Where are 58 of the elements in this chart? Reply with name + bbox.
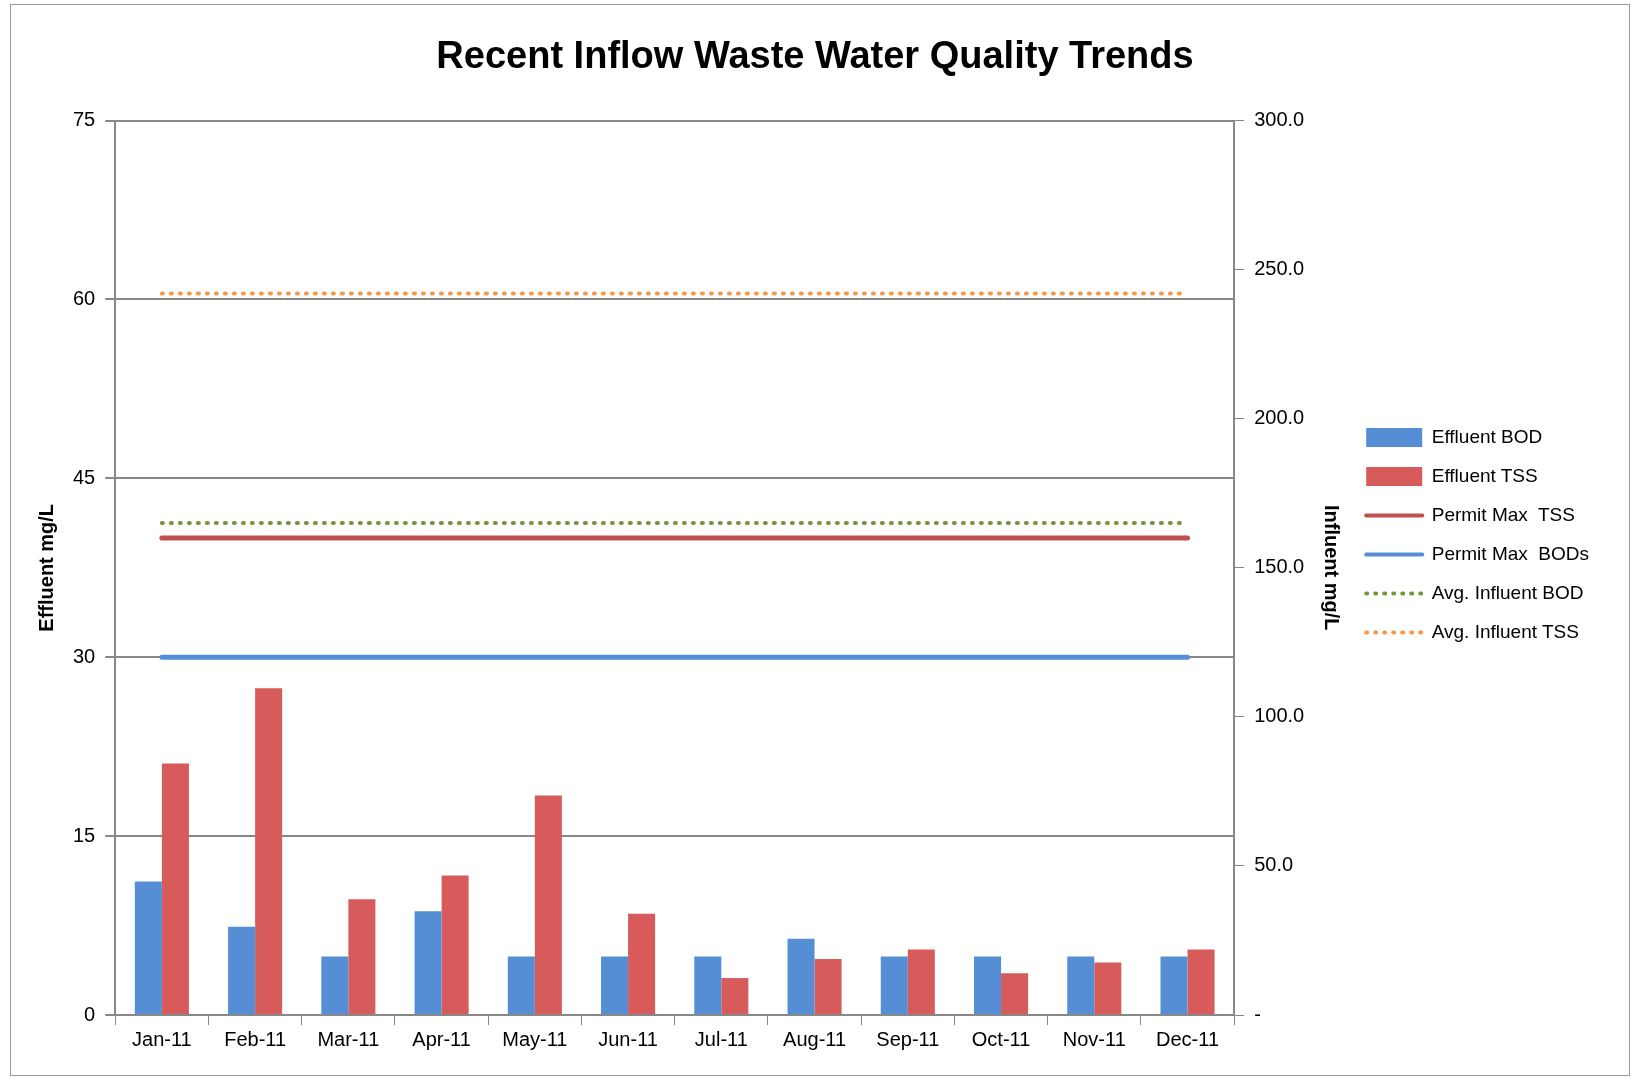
x-tick-label: May-11 — [502, 1027, 568, 1050]
legend-label: Avg. Influent BOD — [1431, 581, 1584, 603]
y-tick-label: 45 — [73, 465, 96, 488]
y2-axis-title: Influent mg/L — [1320, 505, 1343, 631]
y-tick-label: 30 — [73, 644, 96, 667]
legend-label: Effluent BOD — [1431, 425, 1543, 447]
y-tick-label: 0 — [84, 1002, 96, 1025]
bar — [414, 911, 442, 1014]
bar — [721, 978, 749, 1014]
y-tick-label: 75 — [73, 108, 96, 131]
bar — [974, 956, 1002, 1014]
bar — [628, 913, 656, 1014]
legend-label: Permit Max TSS — [1431, 503, 1575, 525]
chart-title: Recent Inflow Waste Water Quality Trends — [436, 34, 1194, 77]
bar — [1187, 949, 1215, 1014]
y2-tick-label: 100.0 — [1254, 704, 1305, 727]
legend-label: Avg. Influent TSS — [1431, 620, 1579, 642]
y2-tick-label: - — [1254, 1002, 1261, 1025]
bar — [1160, 956, 1188, 1014]
y2-tick-label: 50.0 — [1254, 853, 1294, 876]
x-tick-label: Sep-11 — [876, 1027, 940, 1050]
y2-tick-label: 300.0 — [1254, 108, 1305, 131]
bar — [507, 956, 535, 1014]
y-tick-label: 60 — [73, 287, 96, 309]
bar — [321, 956, 349, 1014]
bar — [907, 949, 935, 1014]
legend-label: Effluent TSS — [1431, 464, 1538, 486]
bar — [161, 763, 189, 1014]
x-tick-label: Dec-11 — [1156, 1027, 1220, 1050]
bar — [787, 938, 815, 1014]
x-tick-label: Jan-11 — [132, 1027, 192, 1050]
y-tick-label: 15 — [73, 823, 96, 846]
y2-tick-label: 250.0 — [1254, 257, 1305, 280]
bar — [441, 875, 469, 1014]
bar — [1001, 973, 1029, 1014]
bar — [1094, 962, 1122, 1014]
bar — [814, 958, 842, 1014]
x-tick-label: Jul-11 — [694, 1027, 748, 1050]
bar — [534, 795, 562, 1014]
x-tick-label: Aug-11 — [783, 1027, 847, 1050]
bar — [1067, 956, 1095, 1014]
y2-tick-label: 200.0 — [1254, 406, 1305, 429]
x-tick-label: Mar-11 — [317, 1027, 380, 1050]
x-tick-label: Nov-11 — [1062, 1027, 1126, 1050]
bar — [255, 688, 283, 1014]
x-tick-label: Apr-11 — [412, 1027, 471, 1050]
bar — [601, 956, 629, 1014]
bar — [694, 956, 722, 1014]
bar — [880, 956, 908, 1014]
bar — [228, 926, 256, 1014]
bar — [348, 899, 376, 1014]
x-tick-label: Oct-11 — [971, 1027, 1031, 1050]
bar — [134, 881, 162, 1014]
x-tick-label: Feb-11 — [224, 1027, 287, 1050]
y-axis-title: Effluent mg/L — [34, 503, 57, 632]
y2-tick-label: 150.0 — [1254, 555, 1305, 578]
legend-label: Permit Max BODs — [1431, 542, 1590, 564]
x-tick-label: Jun-11 — [598, 1027, 658, 1050]
